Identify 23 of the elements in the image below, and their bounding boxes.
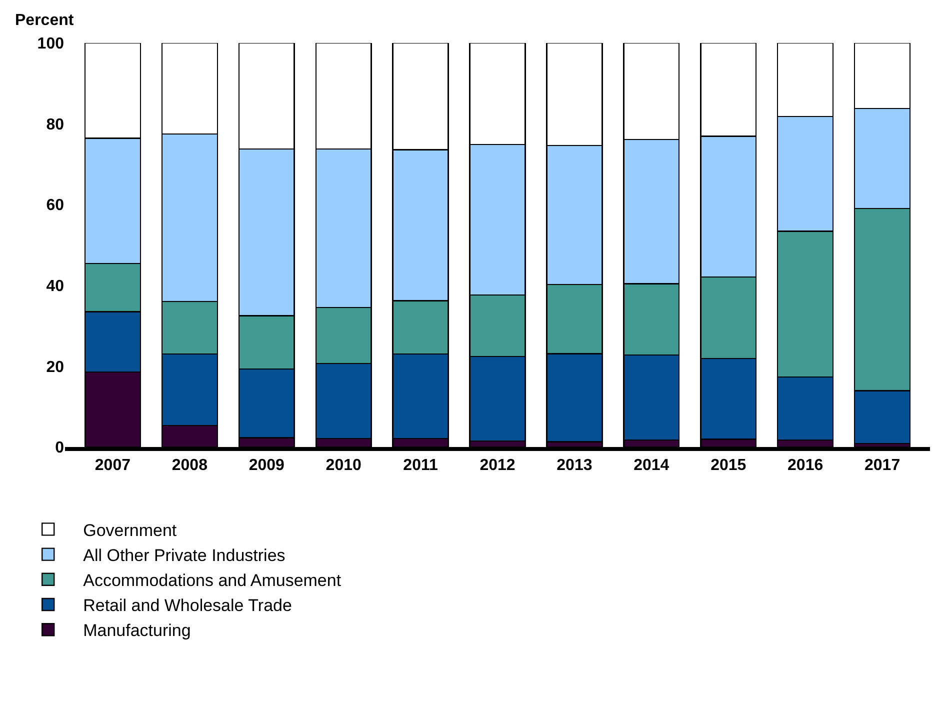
y-axis-title: Percent	[15, 12, 74, 29]
legend-label: Retail and Wholesale Trade	[83, 596, 292, 616]
y-tick-label: 20	[46, 358, 64, 376]
legend-label: All Other Private Industries	[83, 546, 286, 565]
y-tick-label: 80	[46, 116, 64, 134]
x-tick-label: 2014	[634, 457, 670, 474]
legend-label: Government	[83, 520, 177, 540]
x-tick-label: 2015	[710, 457, 746, 474]
legend-label: Manufacturing	[83, 621, 191, 640]
x-tick-label: 2013	[556, 457, 592, 474]
y-tick-label: 100	[37, 36, 64, 53]
x-tick-label: 2008	[172, 457, 208, 474]
x-tick-label: 2010	[326, 457, 362, 474]
x-tick-label: 2011	[403, 457, 438, 474]
x-tick-label: 2012	[480, 457, 516, 474]
x-tick-label: 2009	[248, 457, 285, 474]
x-tick-label: 2007	[94, 457, 131, 474]
y-tick-label: 40	[46, 278, 64, 295]
x-tick-label: 2017	[864, 457, 900, 474]
legend-label: Accommodations and Amusement	[83, 571, 342, 590]
x-tick-label: 2016	[788, 457, 824, 474]
y-tick-label: 60	[46, 197, 64, 214]
y-tick-label: 0	[55, 440, 64, 457]
